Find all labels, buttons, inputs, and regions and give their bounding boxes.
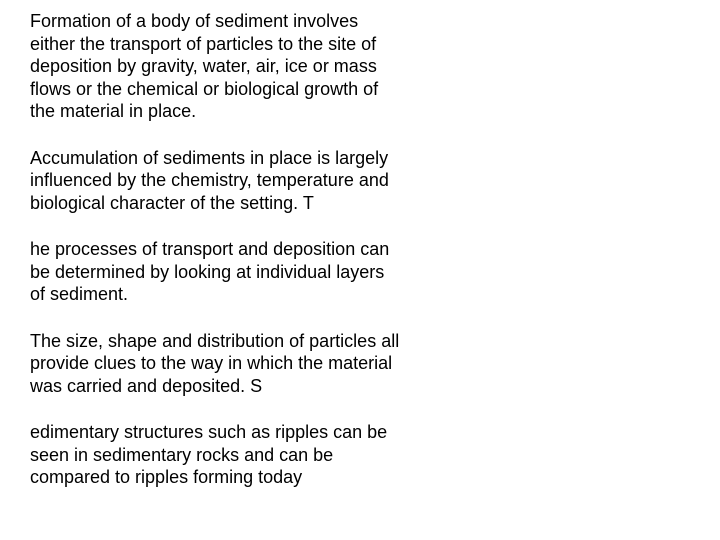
document-page: Formation of a body of sediment involves…	[0, 0, 720, 540]
paragraph: Formation of a body of sediment involves…	[30, 10, 400, 123]
paragraph: The size, shape and distribution of part…	[30, 330, 400, 398]
paragraph: edimentary structures such as ripples ca…	[30, 421, 400, 489]
paragraph: Accumulation of sediments in place is la…	[30, 147, 400, 215]
paragraph: he processes of transport and deposition…	[30, 238, 400, 306]
